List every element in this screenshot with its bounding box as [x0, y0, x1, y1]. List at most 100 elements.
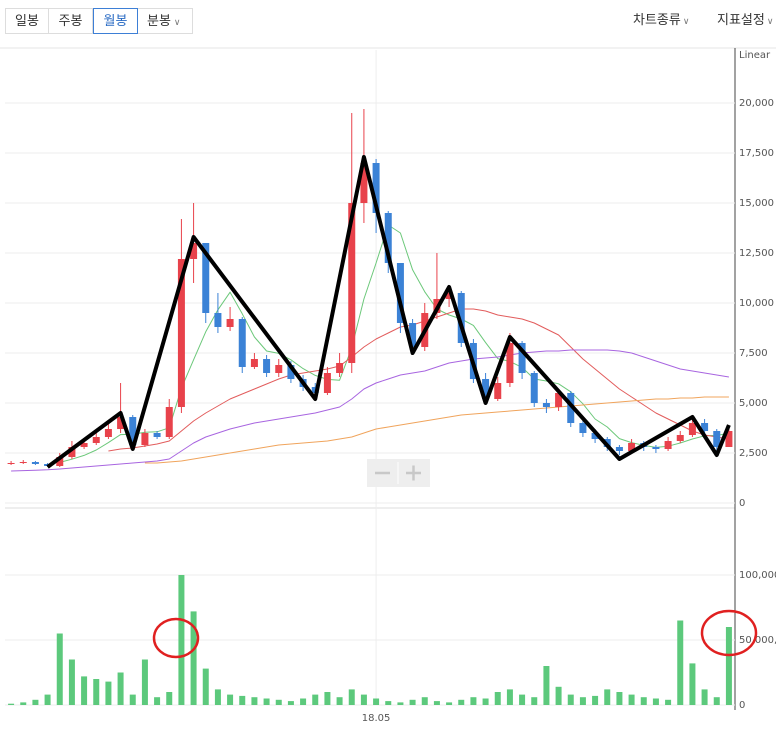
zoom-in[interactable]	[406, 465, 421, 481]
volume-bar	[458, 699, 465, 705]
candle-body	[567, 393, 575, 423]
candle-body	[92, 437, 100, 443]
candle-body	[165, 407, 173, 437]
volume-bar	[56, 633, 63, 705]
volume-bar	[336, 697, 343, 705]
candle-body	[68, 447, 76, 457]
candle-body	[177, 259, 185, 407]
volume-bar	[166, 692, 173, 705]
candle-body	[688, 423, 696, 435]
volume-bar	[141, 659, 148, 705]
menu[interactable]: 지표설정 ∨	[717, 8, 773, 34]
tab[interactable]: 일봉	[5, 8, 49, 34]
volume-bar	[154, 697, 161, 705]
chevron: ∨	[173, 18, 181, 28]
volume-bar	[348, 689, 355, 705]
volume-bar	[287, 701, 294, 705]
volume-bar	[20, 702, 27, 705]
moving-average	[59, 224, 729, 463]
candle-body	[542, 403, 550, 407]
volume-bar	[409, 699, 416, 705]
volume-bar	[713, 697, 720, 705]
candle-body	[396, 263, 404, 323]
candle-body	[80, 443, 88, 447]
tab[interactable]: 분봉 ∨	[137, 8, 193, 34]
volume-bar	[178, 575, 185, 705]
candle-body	[579, 423, 587, 433]
candle-body	[190, 243, 198, 259]
volume-bar	[604, 689, 611, 705]
candle-body	[226, 319, 234, 327]
y-tick-label: 15,000	[739, 198, 774, 209]
candle-body	[384, 213, 392, 263]
volume-bar	[640, 697, 647, 705]
chevron: ∨	[682, 17, 690, 27]
candle-body	[701, 423, 709, 431]
volume-bar	[579, 697, 586, 705]
candle-body	[555, 393, 563, 407]
candle-body	[530, 373, 538, 403]
candle-body	[153, 433, 161, 437]
volume-bar	[324, 692, 331, 705]
volume-bar	[105, 681, 112, 705]
y-tick-label: 2,500	[739, 448, 768, 459]
highlight-circle	[700, 609, 758, 657]
candle-body	[323, 373, 331, 393]
candle-body	[275, 365, 283, 373]
tab-selected[interactable]: 월봉	[93, 8, 138, 34]
candle-body	[56, 457, 64, 466]
y-tick-label: 0	[739, 498, 745, 509]
menu[interactable]: 차트종류 ∨	[633, 8, 689, 34]
candle-body	[457, 293, 465, 343]
volume-bar	[652, 698, 659, 705]
candle-body	[676, 435, 684, 441]
volume-bar	[592, 695, 599, 705]
volume-bar	[263, 698, 270, 705]
volume-bar	[32, 699, 39, 705]
moving-average	[108, 308, 729, 452]
volume-bar	[397, 702, 404, 705]
candle-body	[713, 431, 721, 447]
candle-body	[506, 343, 514, 383]
candle-body	[652, 447, 660, 449]
volume-bar	[689, 663, 696, 705]
tab[interactable]: 주봉	[48, 8, 93, 34]
y-tick-label: 10,000	[739, 298, 774, 309]
volume-bar	[93, 679, 100, 705]
candle-body	[664, 441, 672, 449]
volume-bar	[628, 694, 635, 705]
volume-bar	[275, 699, 282, 705]
volume-bar	[360, 694, 367, 705]
y-tick-label: 50,000,000	[739, 635, 776, 646]
candle-body	[129, 417, 137, 445]
volume-bar	[567, 694, 574, 705]
candle-body	[104, 429, 112, 437]
volume-bar	[519, 694, 526, 705]
candle-body	[518, 343, 526, 373]
volume-bar	[117, 672, 124, 705]
menu-label: 차트종류	[633, 13, 681, 28]
volume-bar	[385, 701, 392, 705]
volume-bar	[494, 692, 501, 705]
candle-body	[250, 359, 258, 367]
x-tick-label: 18.05	[362, 713, 391, 724]
candle-body	[409, 323, 417, 347]
candle-body	[445, 293, 453, 299]
candle-body	[19, 462, 27, 463]
y-tick-label: 0	[739, 700, 745, 711]
volume-bar	[421, 697, 428, 705]
volume-bar	[506, 689, 513, 705]
candle-body	[372, 163, 380, 213]
scale-label: Linear	[739, 50, 771, 61]
volume-bar	[251, 697, 258, 705]
y-tick-label: 17,500	[739, 148, 774, 159]
candle-body	[615, 447, 623, 451]
moving-average	[11, 349, 729, 472]
volume-bar	[81, 676, 88, 705]
y-tick-label: 20,000	[739, 98, 774, 109]
volume-bar	[190, 611, 197, 705]
trendline	[46, 155, 731, 469]
candle-body	[336, 363, 344, 373]
